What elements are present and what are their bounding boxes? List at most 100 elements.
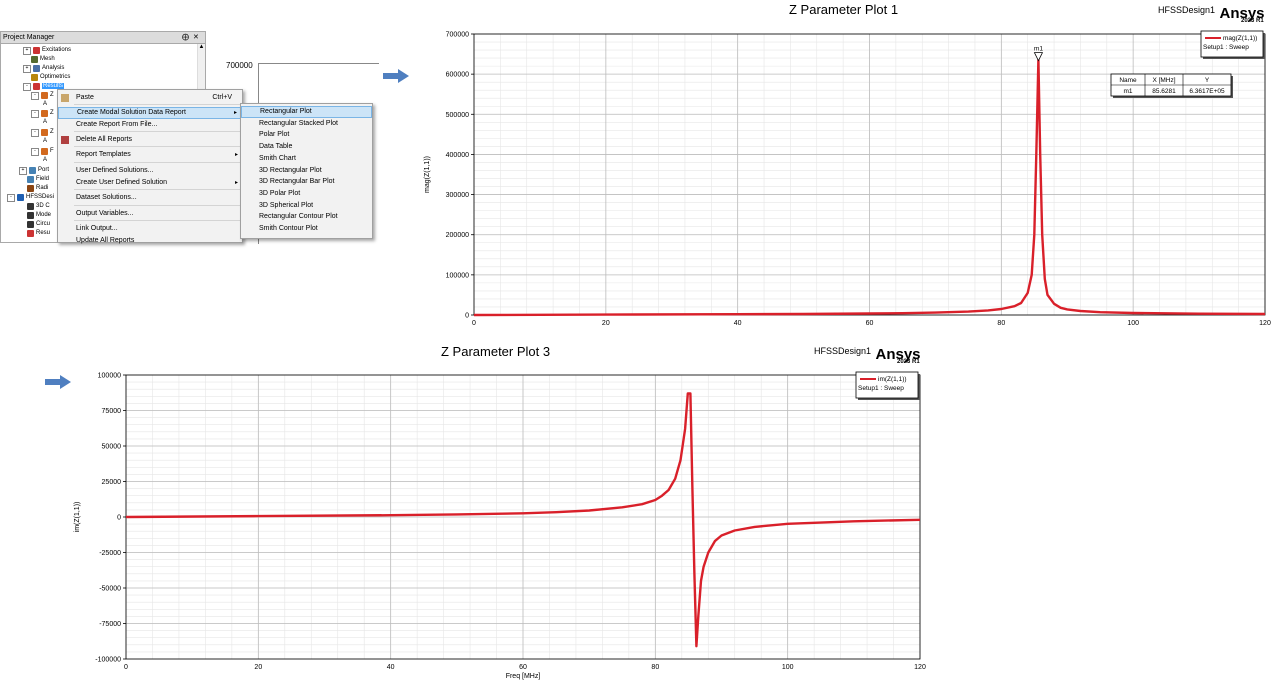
context-menu-item[interactable]: Create Modal Solution Data Report ▸: [58, 107, 242, 119]
context-menu-item-label: Report Templates: [76, 151, 131, 158]
context-menu-item[interactable]: Create Report From File...: [58, 119, 242, 131]
submenu-item[interactable]: Data Table: [241, 141, 372, 153]
tree-item-label: Z: [50, 92, 54, 98]
context-menu-item[interactable]: User Defined Solutions...: [58, 165, 242, 177]
series-line: [125, 392, 921, 648]
submenu-arrow-icon: ▸: [234, 180, 238, 186]
tree-item-label: A: [43, 157, 48, 163]
x-tick-label: 60: [866, 320, 874, 327]
context-menu-item-label: Create Modal Solution Data Report: [77, 109, 186, 116]
pin-icon[interactable]: ⨁: [182, 34, 189, 41]
collapse-icon[interactable]: -: [7, 193, 15, 202]
menu-separator: [74, 162, 240, 163]
tree-item[interactable]: Mesh: [31, 55, 55, 64]
ansys-logo: Ansys: [875, 346, 921, 363]
tree-item-label: A: [43, 138, 48, 144]
context-menu-item[interactable]: Create User Defined Solution ▸: [58, 177, 242, 189]
tree-item[interactable]: Resu: [27, 229, 50, 238]
tree-item[interactable]: Circu: [27, 220, 50, 229]
menu-separator: [74, 146, 240, 147]
chart2-plot[interactable]: 0 20 40 60 80 100 120 -100000 -75000 -50000 -25000…: [70, 368, 930, 690]
project-manager-header: Project Manager ⨁ ✕: [1, 32, 205, 44]
tree-item-label: 3D C: [36, 203, 50, 209]
context-menu-item[interactable]: Link Output...: [58, 223, 242, 235]
collapse-icon[interactable]: -: [31, 91, 39, 100]
scroll-up-icon[interactable]: ▲: [198, 44, 205, 50]
tree-node-icon: [41, 110, 48, 117]
context-menu-item[interactable]: Paste Ctrl+V: [58, 92, 242, 104]
project-tree: + Excitations Mesh + Analysis Optimetrics - Res…: [1, 44, 197, 242]
y-axis-label: im(Z(1,1)): [74, 502, 81, 533]
tree-item-label: HFSSDesi: [26, 194, 55, 200]
y-tick-label: 100000: [446, 272, 469, 279]
tree-item-label: A: [43, 119, 48, 125]
tree-item[interactable]: A: [43, 100, 47, 109]
context-menu-item[interactable]: Dataset Solutions...: [58, 192, 242, 204]
submenu-item-label: 3D Rectangular Plot: [259, 166, 322, 174]
marker-table-header: X [MHz]: [1152, 77, 1175, 84]
submenu-arrow-icon: ▸: [234, 152, 238, 158]
tree-item[interactable]: - HFSSDesi: [7, 193, 54, 202]
y-axis-label: mag(Z(1,1)): [424, 156, 431, 193]
tree-item[interactable]: -Z: [31, 91, 54, 100]
expand-icon[interactable]: +: [19, 166, 27, 175]
tree-item[interactable]: 3D C: [27, 202, 50, 211]
submenu-item[interactable]: Rectangular Plot: [241, 106, 372, 118]
tree-item[interactable]: Optimetrics: [31, 73, 70, 82]
context-menu-item[interactable]: Output Variables...: [58, 208, 242, 220]
submenu-item-label: Rectangular Stacked Plot: [259, 119, 338, 127]
tree-item[interactable]: -F: [31, 147, 54, 156]
y-tick-label: -75000: [99, 621, 121, 628]
marker-table-cell: 85.6281: [1152, 88, 1176, 95]
tree-item[interactable]: -Z: [31, 128, 54, 137]
collapse-icon[interactable]: -: [31, 128, 39, 137]
submenu-item[interactable]: Smith Chart: [241, 153, 372, 165]
context-menu-item-label: Output Variables...: [76, 210, 134, 217]
submenu-item-label: 3D Spherical Plot: [259, 201, 314, 209]
results-context-menu: Paste Ctrl+V Create Modal Solution Data Re…: [57, 89, 243, 244]
tree-item[interactable]: A: [43, 137, 47, 146]
x-tick-label: 20: [602, 320, 610, 327]
tree-node-icon: [29, 167, 36, 174]
tree-item[interactable]: + Port: [19, 166, 49, 175]
tree-item[interactable]: A: [43, 156, 47, 165]
tree-item-label: Optimetrics: [40, 74, 71, 80]
context-menu-item[interactable]: Report Templates ▸: [58, 149, 242, 161]
chart1-plot[interactable]: 0 20 40 60 80 100 120 0 100000 200000 300000 400000…: [420, 28, 1273, 338]
collapse-icon[interactable]: -: [31, 147, 39, 156]
collapse-icon[interactable]: -: [23, 82, 31, 91]
submenu-item[interactable]: 3D Spherical Plot: [241, 200, 372, 212]
tree-node-icon: [27, 185, 34, 192]
tree-item[interactable]: A: [43, 118, 47, 127]
expand-icon[interactable]: +: [23, 64, 31, 73]
y-tick-label: 400000: [446, 152, 469, 159]
menu-separator: [74, 220, 240, 221]
close-icon[interactable]: ✕: [193, 34, 199, 41]
tree-node-icon: [27, 230, 34, 237]
submenu-item[interactable]: 3D Polar Plot: [241, 188, 372, 200]
tree-node-icon: [33, 47, 40, 54]
context-menu-item[interactable]: Delete All Reports: [58, 134, 242, 146]
tree-item[interactable]: + Excitations: [23, 46, 71, 55]
submenu-item[interactable]: 3D Rectangular Bar Plot: [241, 176, 372, 188]
submenu-item[interactable]: Rectangular Stacked Plot: [241, 118, 372, 130]
tree-item[interactable]: Radi: [27, 184, 48, 193]
chart2-title: Z Parameter Plot 3: [441, 344, 551, 359]
tree-item[interactable]: -Z: [31, 109, 54, 118]
tree-item[interactable]: - Results: [23, 82, 65, 91]
submenu-item[interactable]: Smith Contour Plot: [241, 223, 372, 235]
chart1-title: Z Parameter Plot 1: [789, 2, 899, 17]
collapse-icon[interactable]: -: [31, 109, 39, 118]
y-tick-label: 75000: [102, 408, 122, 415]
y-tick-label: 500000: [446, 112, 469, 119]
tree-item[interactable]: Field: [27, 175, 49, 184]
tree-item[interactable]: + Analysis: [23, 64, 64, 73]
chart1-brand: HFSSDesign1 Ansys 2023 R1: [1158, 5, 1265, 24]
expand-icon[interactable]: +: [23, 46, 31, 55]
submenu-item[interactable]: 3D Rectangular Plot: [241, 165, 372, 177]
submenu-item[interactable]: Rectangular Contour Plot: [241, 211, 372, 223]
tree-item-label: Mode: [36, 212, 52, 218]
submenu-item[interactable]: Polar Plot: [241, 129, 372, 141]
tree-item[interactable]: Mode: [27, 211, 51, 220]
context-menu-item[interactable]: Update All Reports: [58, 235, 242, 247]
